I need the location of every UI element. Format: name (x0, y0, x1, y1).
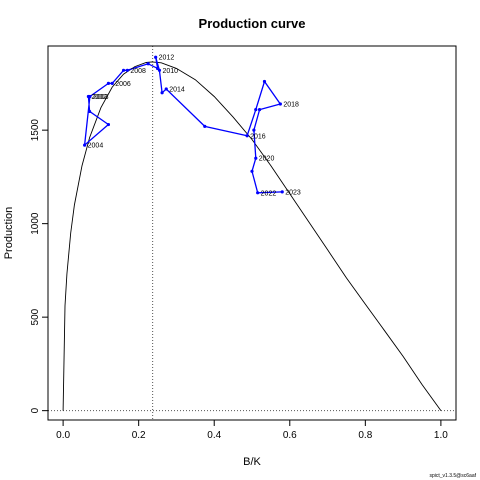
version-footer: spict_v1.3.5@sc6aaf (430, 473, 477, 479)
year-label: 2012 (159, 55, 175, 62)
x-tick-label: 0.8 (358, 430, 372, 441)
y-tick-label: 500 (30, 308, 41, 325)
year-label: 2014 (169, 87, 185, 94)
year-label: 2008 (130, 68, 146, 75)
x-tick-label: 0.4 (207, 430, 221, 441)
y-tick-label: 1500 (30, 119, 41, 142)
trajectory-point (110, 81, 114, 85)
chart-title: Production curve (199, 16, 306, 31)
trajectory-point (278, 102, 282, 106)
year-label: 2020 (259, 156, 275, 163)
trajectory-point (164, 87, 168, 91)
x-tick-label: 0.2 (132, 430, 146, 441)
year-label: 2004 (88, 143, 104, 150)
x-tick-label: 0.0 (56, 430, 70, 441)
year-label: 2023 (285, 189, 301, 196)
trajectory-point (121, 68, 126, 72)
trajectory-line (83, 57, 283, 194)
trajectory-point (83, 143, 87, 147)
x-axis-label: B/K (243, 456, 261, 468)
trajectory-point (154, 55, 158, 59)
trajectory-point (203, 124, 207, 129)
x-tick-label: 1.0 (434, 430, 448, 441)
year-label: 2003 (93, 94, 109, 101)
trajectory-point (106, 81, 111, 85)
y-axis-label: Production (3, 207, 15, 260)
plot-area: 2002 2004 2003 2006 2008 2012 2010 2014 2016 2018… (48, 46, 456, 420)
year-label: 2022 (261, 190, 277, 197)
year-label: 2010 (162, 68, 178, 75)
trajectory-point (245, 134, 249, 138)
year-label: 2006 (115, 81, 131, 88)
year-label: 2016 (250, 133, 266, 140)
trajectory-point (280, 190, 284, 194)
y-tick-label: 0 (30, 407, 41, 413)
trajectory-point (262, 79, 267, 84)
trajectory-point (106, 122, 111, 127)
trajectory-point (254, 156, 258, 160)
plot-frame (47, 45, 457, 421)
x-tick-label: 0.6 (283, 430, 297, 441)
trajectory-point (87, 109, 92, 114)
trajectory-point (88, 94, 92, 99)
production-curve-line (62, 61, 442, 411)
trajectory-point (257, 107, 262, 112)
y-tick-label: 1000 (30, 212, 41, 235)
trajectory-point (254, 107, 258, 112)
trajectory-point (125, 68, 129, 72)
trajectory-point (160, 91, 164, 95)
trajectory-point (157, 68, 162, 72)
trajectory-point (146, 62, 150, 66)
year-label: 2002 (91, 94, 107, 101)
trajectory-point (250, 169, 254, 173)
year-label: 2018 (283, 101, 299, 108)
trajectory-point (256, 191, 260, 195)
trajectory-point (252, 128, 256, 132)
